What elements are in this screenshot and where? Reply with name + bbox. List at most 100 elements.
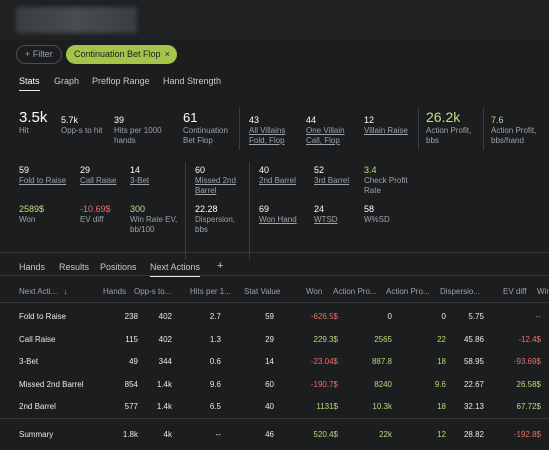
col-hits-per[interactable]: Hits per 1... bbox=[190, 287, 231, 296]
stat-won-hand[interactable]: 69 Won Hand bbox=[259, 204, 297, 224]
stat-ev-diff: -10.69$ EV diff bbox=[80, 204, 111, 224]
cell-action-profit: 0 bbox=[387, 312, 392, 321]
cell-hands: 577 bbox=[124, 402, 138, 411]
stat-check-profit-rate: 3.4 Check Profit Rate bbox=[364, 165, 408, 195]
filter-button[interactable]: + Filter bbox=[16, 45, 62, 64]
stat-all-villains-fold[interactable]: 43 All Villains Fold, Flop bbox=[249, 115, 286, 145]
col-stat-value[interactable]: Stat Value bbox=[244, 287, 281, 296]
stat-one-villain-call[interactable]: 44 One Villain Call, Flop bbox=[306, 115, 345, 145]
cell-action-profit: 10.3k bbox=[372, 402, 392, 411]
cell-won: 520.4$ bbox=[313, 430, 338, 439]
cell-ev-diff: -192.8$ bbox=[513, 430, 541, 439]
stat-hits-per-1000: 39 Hits per 1000 hands bbox=[114, 115, 162, 145]
cell-dispersion: 28.82 bbox=[463, 430, 484, 439]
tab-stats[interactable]: Stats bbox=[19, 76, 40, 91]
cell-action: Fold to Raise bbox=[19, 312, 67, 321]
cell-ev-diff: -12.4$ bbox=[518, 334, 541, 344]
table-row[interactable] bbox=[0, 305, 549, 327]
cell-action-profit-2: 22 bbox=[437, 334, 446, 344]
col-ev-diff[interactable]: EV diff bbox=[503, 287, 527, 296]
header-divider bbox=[0, 302, 549, 303]
cell-won: -626.5$ bbox=[310, 312, 338, 321]
tab-graph[interactable]: Graph bbox=[54, 76, 80, 86]
cell-opps: 344 bbox=[158, 357, 172, 366]
blurred-title bbox=[16, 7, 137, 33]
cell-stat-value: 29 bbox=[265, 334, 274, 344]
cell-dispersion: 58.95 bbox=[463, 357, 484, 366]
divider bbox=[483, 108, 484, 150]
cell-action-profit: 887.8 bbox=[371, 357, 392, 366]
cell-action-profit-2: 12 bbox=[437, 430, 446, 439]
close-icon[interactable]: × bbox=[164, 49, 170, 59]
stat-wtsd[interactable]: 24 WTSD bbox=[314, 204, 338, 224]
divider bbox=[418, 108, 419, 150]
cell-dispersion: 32.13 bbox=[463, 402, 484, 411]
stat-call-raise[interactable]: 29 Call Raise bbox=[80, 165, 117, 185]
cell-ev-diff: 26.58$ bbox=[516, 379, 541, 389]
tabs-divider bbox=[0, 275, 549, 276]
cell-hands: 49 bbox=[129, 357, 138, 366]
col-action-profit[interactable]: Action Pro... bbox=[333, 287, 377, 296]
cell-action: 3-Bet bbox=[19, 357, 39, 366]
top-bar bbox=[0, 0, 549, 40]
stat-missed-2nd-barrel[interactable]: 60 Missed 2nd Barrel bbox=[195, 165, 236, 195]
tab-results[interactable]: Results bbox=[59, 262, 90, 272]
cell-opps: 1.4k bbox=[156, 379, 172, 389]
stat-win-rate-ev: 300 Win Rate EV, bb/100 bbox=[130, 204, 178, 234]
filter-chip[interactable]: Continuation Bet Flop × bbox=[66, 45, 177, 64]
cell-ev-diff: -93.69$ bbox=[513, 357, 541, 366]
cell-action: 2nd Barrel bbox=[19, 402, 56, 411]
divider bbox=[239, 108, 240, 150]
add-tab-icon[interactable]: + bbox=[217, 260, 224, 272]
stat-villain-raise[interactable]: 12 Villain Raise bbox=[364, 115, 408, 135]
stat-fold-to-raise[interactable]: 59 Fold to Raise bbox=[19, 165, 67, 185]
cell-action-profit-2: 18 bbox=[437, 357, 446, 366]
stat-hit: 3.5k Hit bbox=[19, 109, 48, 136]
col-hands[interactable]: Hands bbox=[103, 287, 127, 296]
cell-action-profit-2: 18 bbox=[437, 402, 446, 411]
stat-3-bet[interactable]: 14 3-Bet bbox=[130, 165, 150, 185]
summary-divider bbox=[0, 418, 549, 419]
cell-action: Missed 2nd Barrel bbox=[19, 379, 84, 389]
cell-hands: 115 bbox=[125, 334, 138, 344]
col-won[interactable]: Won bbox=[306, 287, 323, 296]
stat-w-sd: 58 W%SD bbox=[364, 204, 390, 224]
tab-next-actions[interactable]: Next Actions bbox=[150, 262, 201, 277]
cell-ev-diff: 67.72$ bbox=[516, 402, 541, 411]
stat-3rd-barrel[interactable]: 52 3rd Barrel bbox=[314, 165, 350, 185]
stat-2nd-barrel[interactable]: 40 2nd Barrel bbox=[259, 165, 296, 185]
col-opps[interactable]: Opp-s to... bbox=[134, 287, 172, 296]
divider bbox=[185, 162, 186, 260]
cell-action-profit: 2565 bbox=[374, 334, 392, 344]
filter-chip-label: Continuation Bet Flop bbox=[74, 49, 161, 59]
col-dispersion[interactable]: Dispersio... bbox=[440, 287, 481, 296]
stat-won: 2589$ Won bbox=[19, 204, 45, 224]
cell-opps: 402 bbox=[158, 312, 172, 321]
cell-hits-per: -- bbox=[215, 430, 221, 439]
cell-hits-per: 0.6 bbox=[209, 357, 221, 366]
cell-won: -190.7$ bbox=[310, 379, 338, 389]
col-next-action[interactable]: Next Acti... ↓ bbox=[19, 287, 68, 296]
cell-stat-value: 40 bbox=[265, 402, 274, 411]
cell-opps: 4k bbox=[163, 430, 172, 439]
cell-action-profit-2: 9.6 bbox=[434, 379, 446, 389]
tab-preflop-range[interactable]: Preflop Range bbox=[92, 76, 150, 86]
tab-hand-strength[interactable]: Hand Strength bbox=[163, 76, 222, 86]
cell-hands: 238 bbox=[124, 312, 138, 321]
section-divider bbox=[0, 252, 549, 253]
cell-dispersion: 5.75 bbox=[468, 312, 484, 321]
cell-won: 229.3$ bbox=[313, 334, 338, 344]
tab-hands[interactable]: Hands bbox=[19, 262, 46, 272]
cell-action-profit-2: 0 bbox=[441, 312, 446, 321]
cell-opps: 1.4k bbox=[156, 402, 172, 411]
divider bbox=[249, 162, 250, 260]
stat-continuation-bet-flop: 61 Continuation Bet Flop bbox=[183, 110, 228, 145]
tab-positions[interactable]: Positions bbox=[100, 262, 137, 272]
col-action-profit-2[interactable]: Action Pro... bbox=[386, 287, 430, 296]
stat-action-profit-bbs: 26.2k Action Profit, bbs bbox=[426, 109, 472, 145]
stat-dispersion: 22.28 Dispersion, bbs bbox=[195, 204, 236, 234]
cell-stat-value: 59 bbox=[265, 312, 274, 321]
col-win[interactable]: Win bbox=[537, 287, 549, 296]
cell-hits-per: 6.5 bbox=[209, 402, 221, 411]
cell-stat-value: 46 bbox=[265, 430, 274, 439]
